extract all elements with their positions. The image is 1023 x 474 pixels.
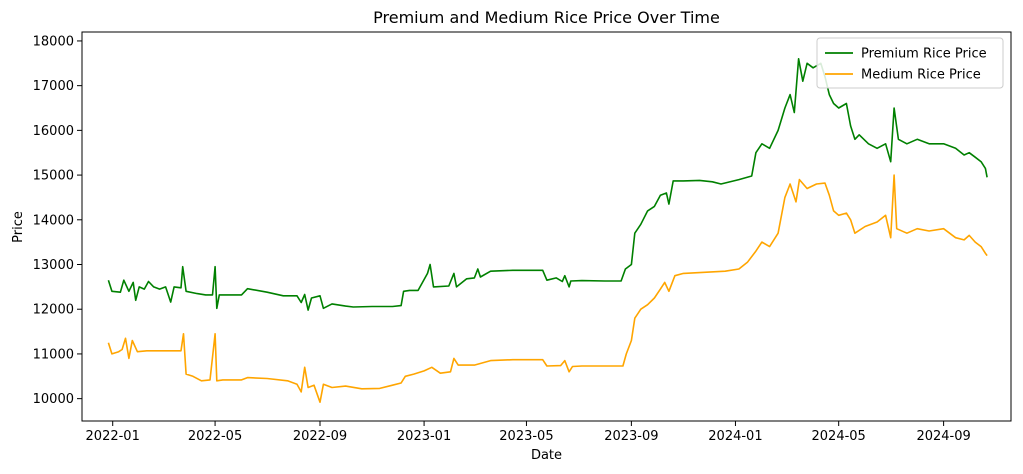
legend-box (816, 37, 1004, 89)
y-tick-label: 11000 (33, 347, 74, 362)
x-axis-label: Date (531, 448, 562, 463)
x-tick-label: 2024-01 (708, 429, 762, 444)
x-tick-label: 2022-01 (86, 429, 140, 444)
x-tick-label: 2023-01 (397, 429, 451, 444)
x-tick-label: 2024-05 (812, 429, 866, 444)
chart-title: Premium and Medium Rice Price Over Time (373, 8, 720, 27)
y-tick-label: 12000 (33, 303, 74, 318)
x-tick-label: 2024-09 (916, 429, 970, 444)
y-axis-label: Price (11, 211, 26, 243)
x-axis: 2022-01 2022-05 2022-09 2023-01 2023-05 2023-… (86, 421, 971, 444)
series-line-premium (107, 57, 988, 311)
y-tick-label: 15000 (33, 169, 74, 184)
legend-label: Medium Rice Price (861, 68, 981, 83)
x-tick-label: 2023-09 (604, 429, 658, 444)
x-tick-label: 2022-05 (188, 429, 242, 444)
y-tick-label: 14000 (33, 213, 74, 228)
series-line-medium (107, 174, 988, 404)
plot-area (107, 57, 988, 404)
y-tick-label: 16000 (33, 124, 74, 139)
x-tick-label: 2022-09 (293, 429, 347, 444)
legend-label: Premium Rice Price (861, 47, 987, 62)
y-axis: 10000 11000 12000 13000 14000 15000 16000 17000… (33, 34, 82, 407)
y-tick-label: 13000 (33, 258, 74, 273)
y-tick-label: 17000 (33, 79, 74, 94)
plot-frame (81, 31, 1012, 422)
legend: Premium Rice Price Medium Rice Price (816, 37, 1004, 89)
x-tick-label: 2023-05 (499, 429, 553, 444)
y-tick-label: 18000 (33, 34, 74, 49)
y-tick-label: 10000 (33, 392, 74, 407)
